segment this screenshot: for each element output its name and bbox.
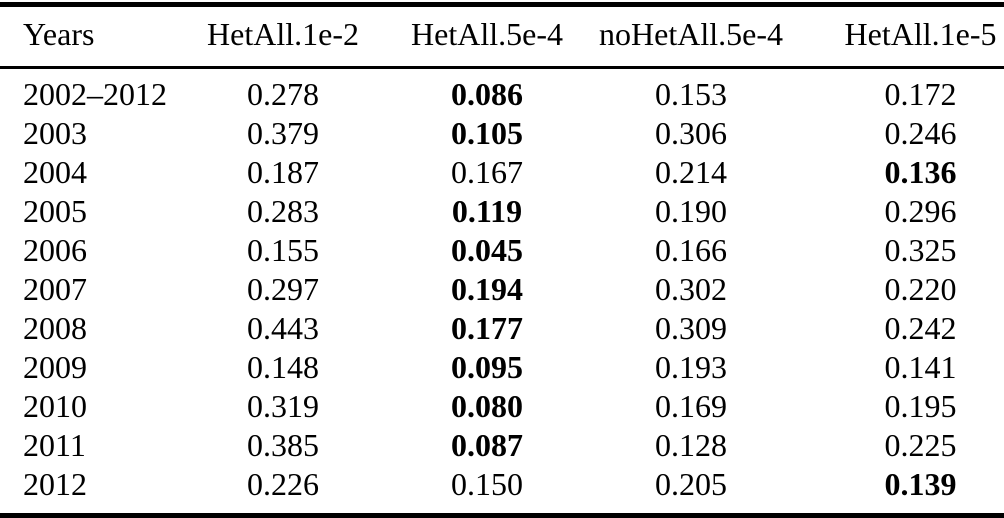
value-cell: 0.242 — [884, 310, 957, 346]
value-cell: 0.220 — [884, 271, 957, 307]
value-cell: 0.166 — [655, 232, 727, 268]
value-cell: 0.225 — [884, 427, 957, 463]
value-cell: 0.296 — [884, 193, 957, 229]
table-row: 2007 0.297 0.194 0.302 0.220 — [0, 270, 1004, 309]
value-cell: 0.325 — [884, 232, 957, 268]
value-cell: 0.150 — [451, 466, 523, 502]
value-cell: 0.319 — [247, 388, 319, 424]
table-row: 2010 0.319 0.080 0.169 0.195 — [0, 387, 1004, 426]
value-cell: 0.195 — [884, 388, 957, 424]
value-cell: 0.148 — [247, 349, 319, 385]
year-cell: 2003 — [23, 115, 87, 151]
value-cell: 0.086 — [451, 76, 523, 112]
value-cell: 0.155 — [247, 232, 319, 268]
value-cell: 0.214 — [655, 154, 727, 190]
value-cell: 0.379 — [247, 115, 319, 151]
value-cell: 0.194 — [451, 271, 523, 307]
value-cell: 0.139 — [884, 466, 957, 502]
table-row: 2009 0.148 0.095 0.193 0.141 — [0, 348, 1004, 387]
value-cell: 0.283 — [247, 193, 319, 229]
value-cell: 0.087 — [451, 427, 523, 463]
table-row: 2005 0.283 0.119 0.190 0.296 — [0, 192, 1004, 231]
value-cell: 0.095 — [451, 349, 523, 385]
value-cell: 0.080 — [451, 388, 523, 424]
value-cell: 0.128 — [655, 427, 727, 463]
column-header-hetall-5e-4: HetAll.5e-4 — [385, 4, 589, 69]
value-cell: 0.177 — [451, 310, 523, 346]
value-cell: 0.309 — [655, 310, 727, 346]
year-cell: 2006 — [23, 232, 87, 268]
value-cell: 0.297 — [247, 271, 319, 307]
value-cell: 0.172 — [884, 76, 957, 112]
table-row: 2002–2012 0.278 0.086 0.153 0.172 — [0, 68, 1004, 115]
value-cell: 0.226 — [247, 466, 319, 502]
column-header-hetall-1e-2: HetAll.1e-2 — [181, 4, 385, 69]
value-cell: 0.045 — [451, 232, 523, 268]
value-cell: 0.153 — [655, 76, 727, 112]
table-row: 2008 0.443 0.177 0.309 0.242 — [0, 309, 1004, 348]
table-row: 2012 0.226 0.150 0.205 0.139 — [0, 465, 1004, 516]
table-row: 2003 0.379 0.105 0.306 0.246 — [0, 114, 1004, 153]
year-cell: 2010 — [23, 388, 87, 424]
column-header-nohetall-5e-4: noHetAll.5e-4 — [589, 4, 793, 69]
year-cell: 2007 — [23, 271, 87, 307]
year-cell: 2002–2012 — [23, 76, 167, 112]
value-cell: 0.205 — [655, 466, 727, 502]
value-cell: 0.278 — [247, 76, 319, 112]
year-cell: 2005 — [23, 193, 87, 229]
value-cell: 0.105 — [451, 115, 523, 151]
value-cell: 0.136 — [884, 154, 957, 190]
value-cell: 0.187 — [247, 154, 319, 190]
column-header-hetall-1e-5: HetAll.1e-5 — [793, 4, 1004, 69]
year-cell: 2008 — [23, 310, 87, 346]
value-cell: 0.167 — [451, 154, 523, 190]
value-cell: 0.119 — [451, 193, 523, 229]
table-header-row: Years HetAll.1e-2 HetAll.5e-4 noHetAll.5… — [0, 4, 1004, 69]
year-cell: 2011 — [23, 427, 86, 463]
value-cell: 0.306 — [655, 115, 727, 151]
year-cell: 2009 — [23, 349, 87, 385]
value-cell: 0.246 — [884, 115, 957, 151]
value-cell: 0.141 — [884, 349, 957, 385]
year-cell: 2004 — [23, 154, 87, 190]
value-cell: 0.190 — [655, 193, 727, 229]
table-row: 2006 0.155 0.045 0.166 0.325 — [0, 231, 1004, 270]
value-cell: 0.193 — [655, 349, 727, 385]
value-cell: 0.169 — [655, 388, 727, 424]
table-row: 2011 0.385 0.087 0.128 0.225 — [0, 426, 1004, 465]
table-row: 2004 0.187 0.167 0.214 0.136 — [0, 153, 1004, 192]
value-cell: 0.443 — [247, 310, 319, 346]
column-header-years: Years — [0, 4, 181, 69]
value-cell: 0.385 — [247, 427, 319, 463]
year-cell: 2012 — [23, 466, 87, 502]
value-cell: 0.302 — [655, 271, 727, 307]
